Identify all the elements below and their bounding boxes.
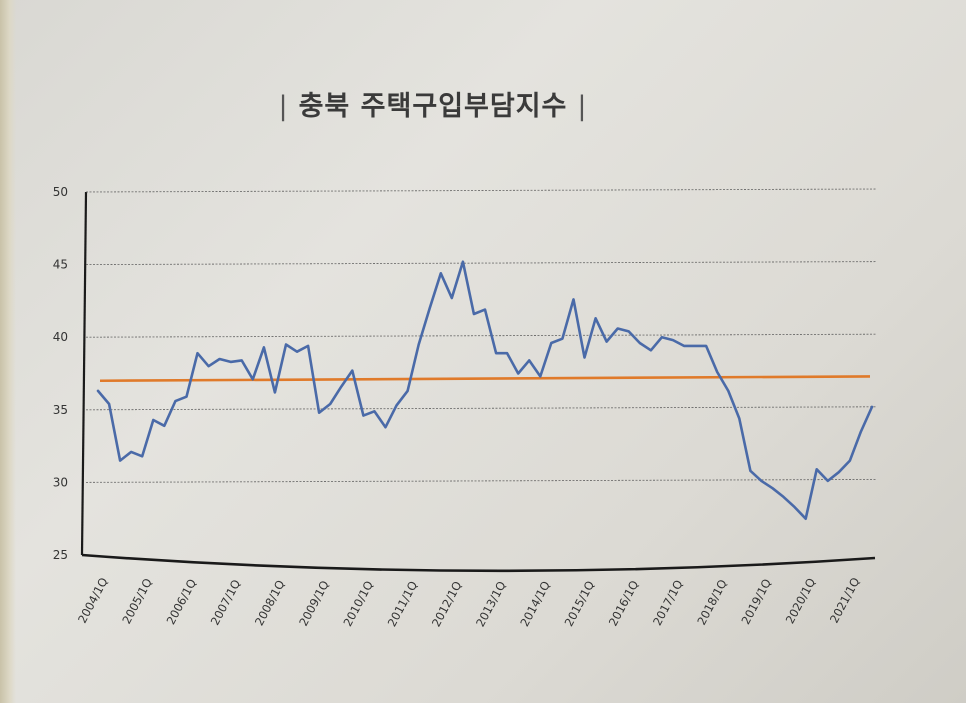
gridline-30 [85,478,878,483]
x-tick-label-2018-1Q: 2018/1Q [694,577,730,627]
gridline-45 [85,261,878,266]
y-tick-label-45: 45 [53,258,68,272]
y-axis-line [80,191,88,556]
y-tick-label-35: 35 [53,403,68,417]
x-tick-label-2011-1Q: 2011/1Q [385,579,421,629]
x-tick-label-2008-1Q: 2008/1Q [252,578,288,628]
x-tick-label-2020-1Q: 2020/1Q [783,576,819,626]
x-tick-label-2007-1Q: 2007/1Q [208,577,244,627]
x-tick-label-2009-1Q: 2009/1Q [296,578,332,628]
x-tick-label-2012-1Q: 2012/1Q [429,579,465,629]
y-tick-label-30: 30 [53,475,68,489]
x-tick-label-2013-1Q: 2013/1Q [473,579,509,629]
x-tick-label-2021-1Q: 2021/1Q [827,575,863,625]
x-tick-label-2005-1Q: 2005/1Q [119,576,155,626]
x-tick-label-2004-1Q: 2004/1Q [75,575,111,625]
x-axis-line [81,553,876,573]
x-tick-label-2015-1Q: 2015/1Q [562,578,598,628]
gridline-40 [85,333,878,338]
title-bar-left: | [278,91,289,122]
gridline-35 [85,406,878,411]
page-edge [0,0,16,703]
series-line-index [96,260,874,520]
chart-title: | 충북 주택구입부담지수 | [0,84,866,123]
average-line [99,375,871,383]
title-bar-right: | [577,91,588,122]
chart-title-text: 충북 주택구입부담지수 [298,91,568,122]
y-tick-label-50: 50 [53,185,68,199]
gridline-50 [85,188,878,193]
x-tick-label-2006-1Q: 2006/1Q [163,577,199,627]
x-tick-label-2010-1Q: 2010/1Q [340,578,376,628]
x-tick-label-2017-1Q: 2017/1Q [650,578,686,628]
y-tick-label-25: 25 [53,548,68,562]
y-tick-label-40: 40 [53,330,68,344]
x-tick-label-2019-1Q: 2019/1Q [738,576,774,626]
x-tick-label-2014-1Q: 2014/1Q [517,579,553,629]
x-tick-label-2016-1Q: 2016/1Q [606,578,642,628]
